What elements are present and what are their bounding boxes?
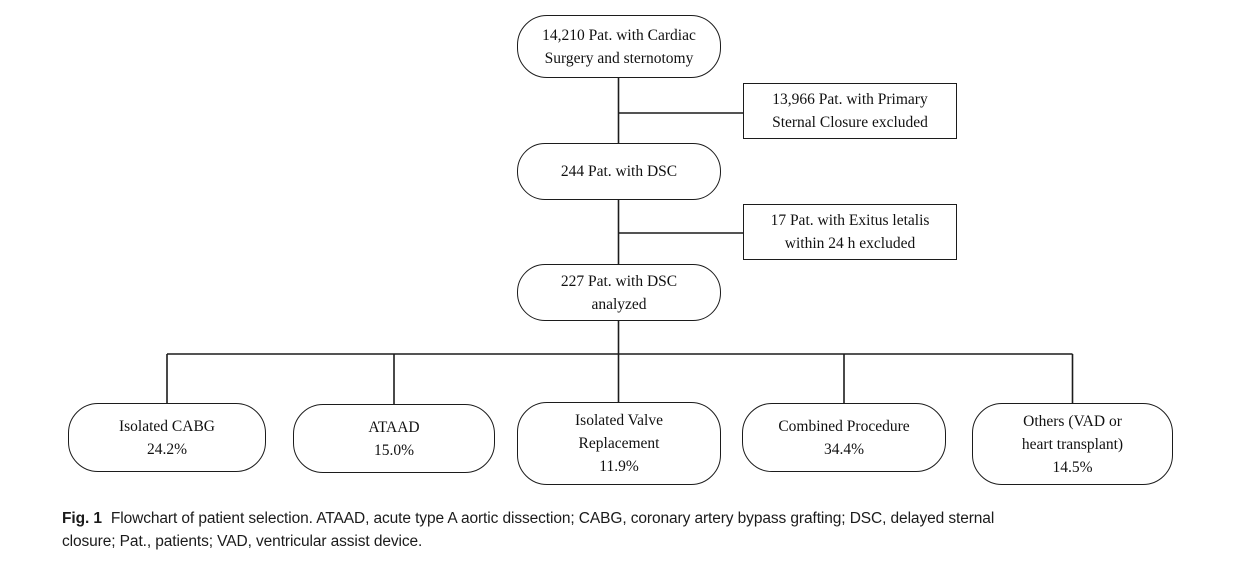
node-combined-procedure: Combined Procedure 34.4% bbox=[742, 403, 946, 472]
node-cardiac-surgery: 14,210 Pat. with Cardiac Surgery and ste… bbox=[517, 15, 721, 78]
text-line: Surgery and sternotomy bbox=[544, 49, 694, 67]
text-line: 244 Pat. with DSC bbox=[560, 163, 678, 180]
node-isolated-cabg: Isolated CABG 24.2% bbox=[68, 403, 266, 472]
node-isolated-valve-replacement: Isolated Valve Replacement 11.9% bbox=[517, 402, 721, 485]
box-primary-closure-excluded: 13,966 Pat. with Primary Sternal Closure… bbox=[743, 83, 957, 139]
text-line: 17 Pat. with Exitus letalis bbox=[770, 212, 930, 229]
text-line: Isolated Valve bbox=[575, 412, 663, 429]
text-line: 24.2% bbox=[146, 440, 188, 458]
node-dsc-analyzed: 227 Pat. with DSC analyzed bbox=[517, 264, 721, 321]
text-line: within 24 h excluded bbox=[784, 235, 916, 252]
figure-caption: Fig. 1 Flowchart of patient selection. AT… bbox=[62, 507, 1187, 553]
text-line: ATAAD bbox=[368, 418, 420, 436]
text-line: Isolated CABG bbox=[118, 417, 215, 435]
text-line: Sternal Closure excluded bbox=[772, 114, 928, 131]
text-line: 15.0% bbox=[373, 441, 415, 459]
text-line: Replacement bbox=[578, 435, 660, 452]
text-line: 14,210 Pat. with Cardiac bbox=[542, 26, 696, 44]
caption-text: Flowchart of patient selection. ATAAD, a… bbox=[110, 510, 995, 527]
node-ataad: ATAAD 15.0% bbox=[293, 404, 495, 473]
text-line: analyzed bbox=[591, 295, 647, 313]
text-line: 14.5% bbox=[1052, 458, 1093, 476]
text-line: 11.9% bbox=[599, 458, 639, 475]
text-line: Combined Procedure bbox=[778, 417, 910, 435]
caption-line: closure; Pat., patients; VAD, ventricula… bbox=[62, 533, 423, 550]
node-others-vad-transplant: Others (VAD or heart transplant) 14.5% bbox=[972, 403, 1173, 485]
text-line: Others (VAD or bbox=[1023, 412, 1122, 430]
node-dsc: 244 Pat. with DSC bbox=[517, 143, 721, 200]
text-line: 227 Pat. with DSC bbox=[560, 272, 678, 290]
text-line: 34.4% bbox=[823, 440, 865, 458]
box-exitus-letalis-excluded: 17 Pat. with Exitus letalis within 24 h … bbox=[743, 204, 957, 260]
caption-line: Fig. 1 Flowchart of patient selection. AT… bbox=[62, 507, 1187, 530]
text-line: heart transplant) bbox=[1021, 435, 1124, 453]
figure-number: Fig. 1 bbox=[62, 510, 102, 527]
text-line: 13,966 Pat. with Primary bbox=[772, 91, 928, 108]
